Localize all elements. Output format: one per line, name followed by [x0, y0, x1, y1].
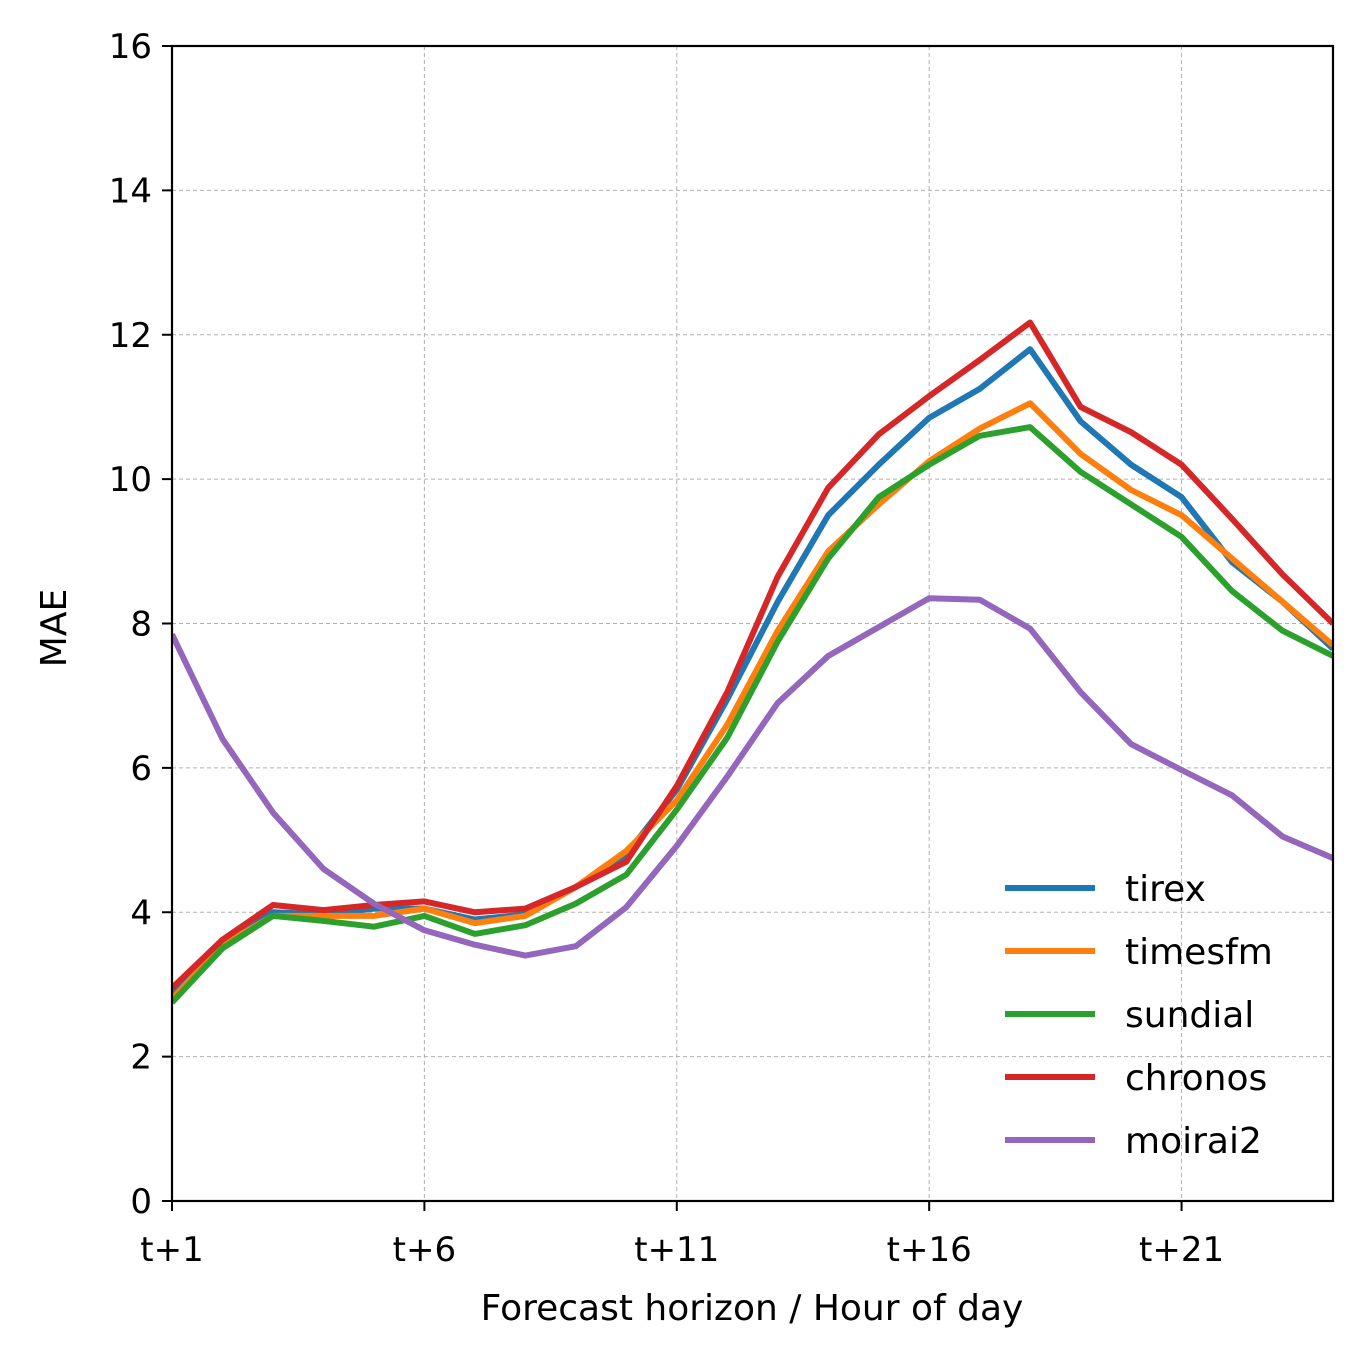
- y-tick-label: 14: [109, 171, 152, 211]
- legend-label-chronos: chronos: [1125, 1058, 1267, 1099]
- x-tick-label: t+6: [393, 1230, 456, 1270]
- y-tick-label: 16: [109, 27, 152, 67]
- x-axis-ticks: t+1 t+6 t+11 t+16 t+21: [140, 1201, 1224, 1270]
- x-tick-label: t+21: [1139, 1230, 1224, 1270]
- legend: tirex timesfm sundial chronos moirai2: [1005, 869, 1273, 1162]
- y-tick-label: 10: [109, 460, 152, 500]
- legend-label-sundial: sundial: [1125, 995, 1254, 1036]
- x-tick-label: t+16: [887, 1230, 972, 1270]
- series-line-sundial: [172, 424, 1333, 1005]
- series-line-timesfm: [172, 400, 1333, 1001]
- y-axis-label: MAE: [34, 589, 75, 667]
- y-tick-label: 4: [130, 893, 152, 933]
- x-tick-label: t+11: [634, 1230, 719, 1270]
- y-tick-label: 2: [130, 1038, 152, 1078]
- series-line-moirai2: [172, 595, 1333, 959]
- series-lines: [172, 319, 1333, 1005]
- y-tick-label: 0: [130, 1182, 152, 1222]
- y-axis-ticks: 0 2 4 6 8 10 12 14 16: [109, 27, 172, 1222]
- x-axis-label: Forecast horizon / Hour of day: [481, 1288, 1024, 1329]
- y-tick-label: 8: [130, 605, 152, 645]
- x-tick-label: t+1: [140, 1230, 203, 1270]
- legend-label-timesfm: timesfm: [1125, 932, 1273, 973]
- legend-label-tirex: tirex: [1125, 869, 1206, 910]
- legend-label-moirai2: moirai2: [1125, 1121, 1262, 1162]
- series-line-chronos: [172, 319, 1333, 991]
- series-line-tirex: [172, 346, 1333, 998]
- y-tick-label: 12: [109, 316, 152, 356]
- y-tick-label: 6: [130, 749, 152, 789]
